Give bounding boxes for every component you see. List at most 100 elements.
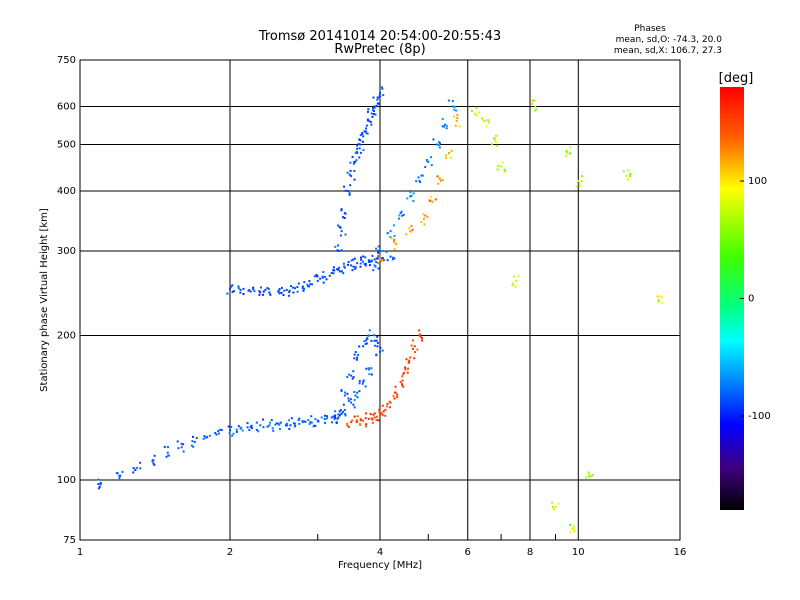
scatter-echo	[342, 403, 345, 406]
scatter-echo	[288, 291, 291, 294]
scatter-echo	[402, 373, 405, 376]
scatter-echo	[401, 383, 404, 386]
scatter-echo	[626, 178, 629, 181]
scatter-echo	[372, 269, 375, 272]
scatter-echo	[250, 427, 253, 430]
scatter-echo	[359, 423, 362, 426]
scatter-echo	[423, 223, 426, 226]
y-tick-label: 500	[57, 140, 76, 151]
scatter-echo	[364, 262, 367, 265]
scatter-echo	[377, 251, 380, 254]
scatter-echo	[344, 391, 347, 394]
scatter-echo	[346, 171, 349, 174]
data-point	[229, 429, 231, 432]
scatter-echo	[565, 154, 568, 157]
scatter-echo	[420, 174, 423, 177]
scatter-echo	[552, 508, 555, 511]
scatter-echo	[252, 288, 255, 291]
scatter-echo	[191, 440, 194, 443]
scatter-echo	[307, 419, 310, 422]
data-point	[362, 419, 365, 422]
data-point	[389, 255, 392, 258]
scatter-echo	[255, 421, 258, 424]
scatter-echo	[347, 261, 350, 264]
scatter-echo	[358, 138, 361, 141]
scatter-echo	[408, 359, 411, 362]
scatter-echo	[430, 196, 433, 199]
scatter-echo	[363, 263, 366, 266]
scatter-echo	[301, 420, 304, 423]
scatter-echo	[377, 255, 380, 258]
data-point	[373, 105, 376, 108]
scatter-echo	[364, 412, 367, 415]
scatter-echo	[411, 339, 414, 342]
scatter-echo	[374, 113, 377, 116]
data-point	[566, 152, 569, 155]
scatter-echo	[455, 109, 458, 112]
scatter-echo	[340, 412, 343, 415]
scatter-echo	[376, 96, 379, 99]
scatter-echo	[165, 455, 168, 458]
scatter-echo	[390, 237, 393, 240]
scatter-echo	[488, 121, 491, 124]
scatter-echo	[368, 329, 371, 332]
scatter-echo	[358, 382, 361, 385]
scatter-echo	[503, 170, 506, 173]
scatter-echo	[369, 413, 372, 416]
scatter-echo	[302, 420, 305, 423]
scatter-echo	[445, 127, 448, 130]
scatter-echo	[627, 169, 630, 172]
scatter-echo	[298, 422, 301, 425]
scatter-echo	[346, 424, 349, 427]
scatter-echo	[438, 141, 441, 144]
scatter-echo	[278, 292, 281, 295]
scatter-echo	[352, 265, 355, 268]
scatter-echo	[268, 291, 271, 294]
scatter-echo	[358, 379, 361, 382]
scatter-echo	[570, 527, 573, 530]
scatter-echo	[405, 358, 408, 361]
scatter-echo	[531, 102, 534, 105]
scatter-echo	[356, 147, 359, 150]
scatter-echo	[258, 293, 261, 296]
scatter-echo	[331, 421, 334, 424]
scatter-echo	[163, 445, 166, 448]
scatter-echo	[314, 418, 317, 421]
scatter-echo	[533, 99, 536, 102]
scatter-echo	[381, 250, 384, 253]
scatter-echo	[302, 287, 305, 290]
scatter-echo	[351, 156, 354, 159]
scatter-echo	[475, 106, 478, 109]
scatter-echo	[366, 110, 369, 113]
scatter-echo	[380, 86, 383, 89]
scatter-echo	[378, 254, 381, 257]
scatter-echo	[336, 417, 339, 420]
scatter-echo	[386, 405, 389, 408]
data-point	[379, 250, 381, 253]
scatter-echo	[337, 244, 340, 247]
scatter-echo	[353, 390, 356, 393]
scatter-echo	[395, 242, 398, 245]
scatter-echo	[368, 264, 371, 267]
scatter-echo	[380, 257, 383, 260]
scatter-echo	[589, 475, 592, 478]
scatter-echo	[321, 276, 324, 279]
scatter-echo	[308, 422, 311, 425]
scatter-echo	[366, 337, 369, 340]
scatter-echo	[359, 139, 362, 142]
scatter-echo	[310, 421, 313, 424]
scatter-echo	[381, 412, 384, 415]
scatter-echo	[348, 193, 351, 196]
data-point	[337, 416, 340, 419]
colorbar-tick-label: 100	[748, 176, 767, 187]
scatter-echo	[361, 382, 364, 385]
scatter-echo	[152, 459, 155, 462]
data-point	[625, 174, 628, 177]
scatter-echo	[381, 404, 384, 407]
scatter-echo	[370, 260, 373, 263]
scatter-echo	[371, 109, 374, 112]
scatter-echo	[580, 180, 583, 183]
scatter-echo	[192, 435, 195, 438]
scatter-echo	[239, 291, 242, 294]
scatter-echo	[377, 267, 380, 270]
